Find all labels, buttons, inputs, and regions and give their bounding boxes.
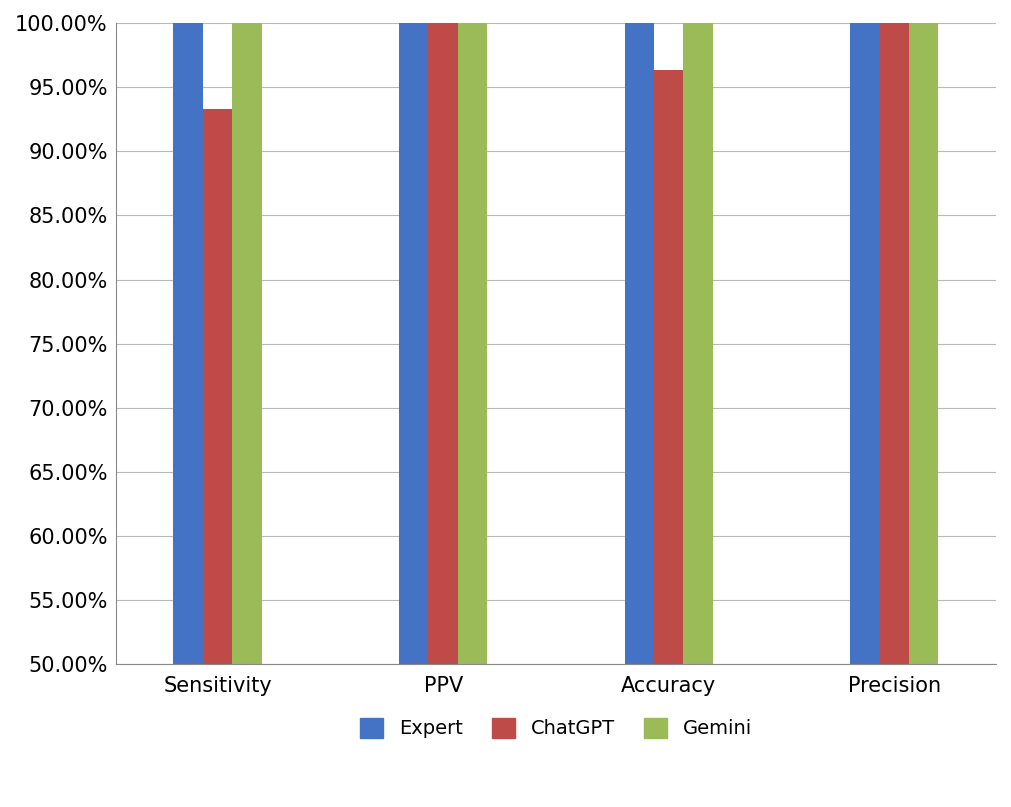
Bar: [654, 70, 683, 807]
Bar: [909, 23, 938, 807]
Bar: [429, 23, 458, 807]
Bar: [233, 23, 262, 807]
Bar: [399, 23, 429, 807]
Legend: Expert, ChatGPT, Gemini: Expert, ChatGPT, Gemini: [360, 717, 752, 738]
Bar: [850, 23, 880, 807]
Bar: [625, 23, 654, 807]
Bar: [203, 109, 233, 807]
Bar: [880, 23, 909, 807]
Bar: [458, 23, 487, 807]
Bar: [174, 23, 203, 807]
Bar: [683, 23, 713, 807]
